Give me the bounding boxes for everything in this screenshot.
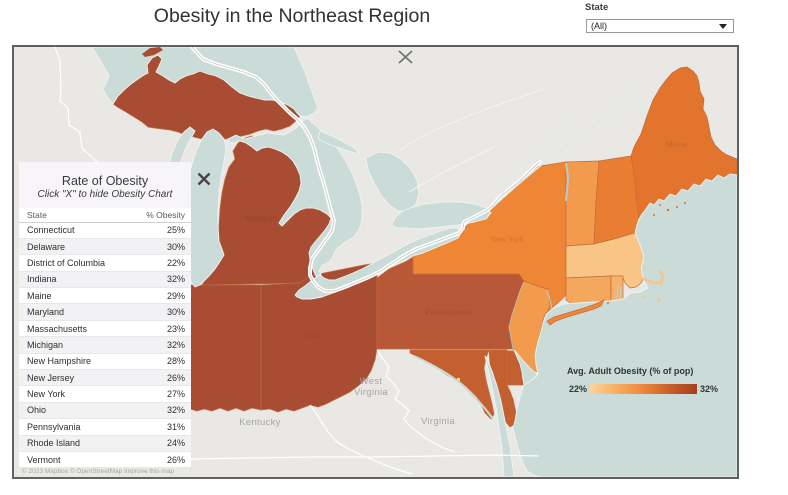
svg-text:Maine: Maine (666, 140, 688, 149)
svg-text:Michigan: Michigan (245, 214, 277, 223)
svg-text:Pennsylvania: Pennsylvania (425, 308, 473, 317)
svg-text:Virginia: Virginia (421, 416, 455, 427)
svg-text:West: West (360, 376, 383, 387)
svg-text:Virginia: Virginia (354, 387, 388, 398)
svg-text:Kentucky: Kentucky (239, 417, 280, 428)
svg-text:Ohio: Ohio (306, 331, 323, 340)
svg-text:© 2023 Mapbox © OpenStreetMap: © 2023 Mapbox © OpenStreetMap Improve th… (22, 467, 174, 475)
svg-text:New York: New York (490, 235, 525, 244)
